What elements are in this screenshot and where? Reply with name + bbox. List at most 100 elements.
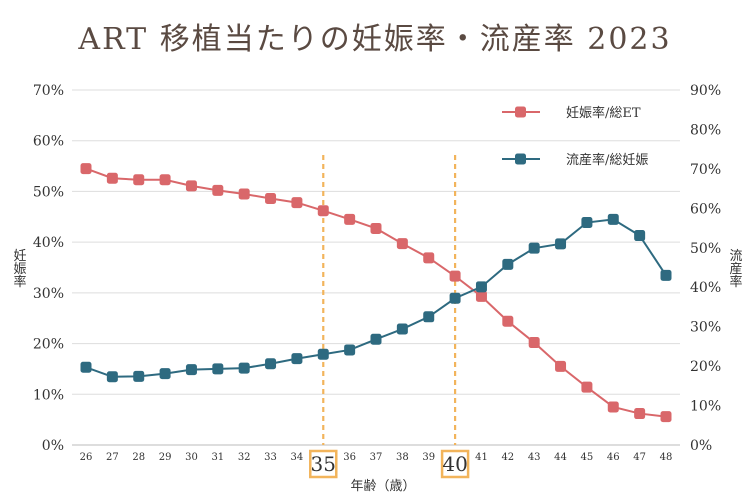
- series-1-point: [475, 290, 487, 302]
- legend: 妊娠率/総ET 流産率/総妊娠: [502, 105, 648, 168]
- series-1-point: [634, 408, 646, 420]
- series-2-point: [212, 363, 224, 375]
- y-right-tick-label: 40%: [690, 280, 721, 296]
- x-tick-label: 26: [80, 452, 93, 463]
- series-1-point: [80, 163, 92, 175]
- series-1-point: [396, 238, 408, 250]
- x-tick-label: 36: [343, 452, 356, 463]
- series-1-point: [212, 184, 224, 196]
- series-1-point: [133, 174, 145, 186]
- x-tick-label: 47: [633, 452, 646, 463]
- series-2-point: [265, 358, 277, 370]
- y-left-tick-label: 10%: [33, 387, 64, 403]
- series-2-point: [634, 230, 646, 242]
- y-right-tick-label: 80%: [690, 122, 721, 138]
- x-tick-label-highlight: 35: [311, 452, 336, 476]
- x-tick-label: 28: [132, 452, 145, 463]
- y-left-tick-label: 30%: [33, 286, 64, 302]
- series-2-point: [423, 311, 435, 323]
- series-1-point: [581, 381, 593, 393]
- legend-label: 流産率/総妊娠: [566, 152, 648, 168]
- series-2-point: [449, 292, 461, 304]
- series-1-point: [370, 222, 382, 234]
- y-axis-label-right: 流産率: [727, 249, 743, 288]
- y-right-tick-label: 70%: [690, 162, 721, 178]
- x-tick-label-highlight: 40: [442, 452, 467, 476]
- y-right-tick-label: 10%: [690, 399, 721, 415]
- series-1-point: [185, 180, 197, 192]
- series-2-point: [159, 368, 171, 380]
- series-1-point: [528, 337, 540, 349]
- x-tick-label: 41: [475, 452, 488, 463]
- series-1-point: [660, 411, 672, 423]
- y-left-tick-label: 40%: [33, 235, 64, 251]
- x-tick-label: 44: [554, 452, 567, 463]
- series-1-point: [555, 360, 567, 372]
- series-2-point: [106, 371, 118, 383]
- x-tick-label: 37: [370, 452, 383, 463]
- x-tick-label: 30: [185, 452, 198, 463]
- x-tick-label: 46: [607, 452, 620, 463]
- series-2-point: [581, 217, 593, 229]
- y-left-tick-label: 50%: [33, 184, 64, 200]
- series-1-point: [265, 193, 277, 205]
- series-2-point: [555, 238, 567, 250]
- y-right-tick-label: 60%: [690, 201, 721, 217]
- series-1-point: [159, 174, 171, 186]
- y-right-tick-label: 20%: [690, 359, 721, 375]
- legend-label: 妊娠率/総ET: [566, 105, 641, 121]
- series-2-point: [291, 353, 303, 365]
- y-left-tick-label: 20%: [33, 337, 64, 353]
- series-2-point: [475, 281, 487, 293]
- series-2-point: [607, 213, 619, 225]
- y-right-tick-label: 30%: [690, 320, 721, 336]
- x-tick-label: 42: [501, 452, 514, 463]
- right-axis-ticks: 0% 10% 20% 30% 40% 50% 60% 70% 80% 90%: [690, 83, 721, 454]
- legend-marker: [515, 153, 526, 165]
- left-axis-ticks: 0% 10% 20% 30% 40% 50% 60% 70%: [33, 83, 64, 454]
- series-2-point: [660, 269, 672, 281]
- series-1-point: [238, 188, 250, 200]
- series-1-point: [502, 315, 514, 327]
- series-2-point: [133, 370, 145, 382]
- x-tick-label: 48: [660, 452, 673, 463]
- x-tick-label: 33: [264, 452, 277, 463]
- series-2-point: [396, 323, 408, 335]
- series-line-2: [85, 218, 667, 378]
- highlight-tick-box: [309, 449, 338, 479]
- y-right-tick-label: 0%: [690, 438, 712, 454]
- x-tick-label: 27: [106, 452, 119, 463]
- x-tick-label: 31: [211, 452, 224, 463]
- chart-title: ART 移植当たりの妊娠率・流産率 2023: [78, 22, 672, 57]
- age-highlights: [322, 155, 457, 445]
- series-2-point: [317, 348, 329, 360]
- series-lines: [80, 163, 672, 423]
- series-1-point: [291, 197, 303, 209]
- x-tick-label: 45: [581, 452, 594, 463]
- x-axis-ticks: 26 27 28 29 30 31 32 33 34 35 36 37 38 39 40 41 42 43 44 45…: [80, 449, 673, 479]
- series-1-point: [106, 172, 118, 184]
- y-right-tick-label: 90%: [690, 83, 721, 99]
- y-right-tick-label: 50%: [690, 241, 721, 257]
- x-tick-label: 32: [238, 452, 251, 463]
- series-2-point: [344, 344, 356, 356]
- x-tick-label: 39: [422, 452, 435, 463]
- series-2-point: [238, 362, 250, 374]
- series-2-point: [370, 333, 382, 345]
- x-tick-label: 38: [396, 452, 409, 463]
- series-1-point: [344, 213, 356, 225]
- series-1-point: [317, 205, 329, 217]
- y-left-tick-label: 60%: [33, 134, 64, 150]
- series-2-point: [528, 242, 540, 254]
- series-1-point: [449, 270, 461, 282]
- series-2-point: [502, 258, 514, 270]
- series-2-point: [185, 364, 197, 376]
- x-tick-label: 43: [528, 452, 541, 463]
- highlight-tick-box: [440, 449, 470, 479]
- series-1-point: [423, 252, 435, 264]
- y-left-tick-label: 70%: [33, 83, 64, 99]
- legend-marker: [515, 106, 526, 118]
- x-axis-label: 年齢（歳）: [350, 479, 415, 494]
